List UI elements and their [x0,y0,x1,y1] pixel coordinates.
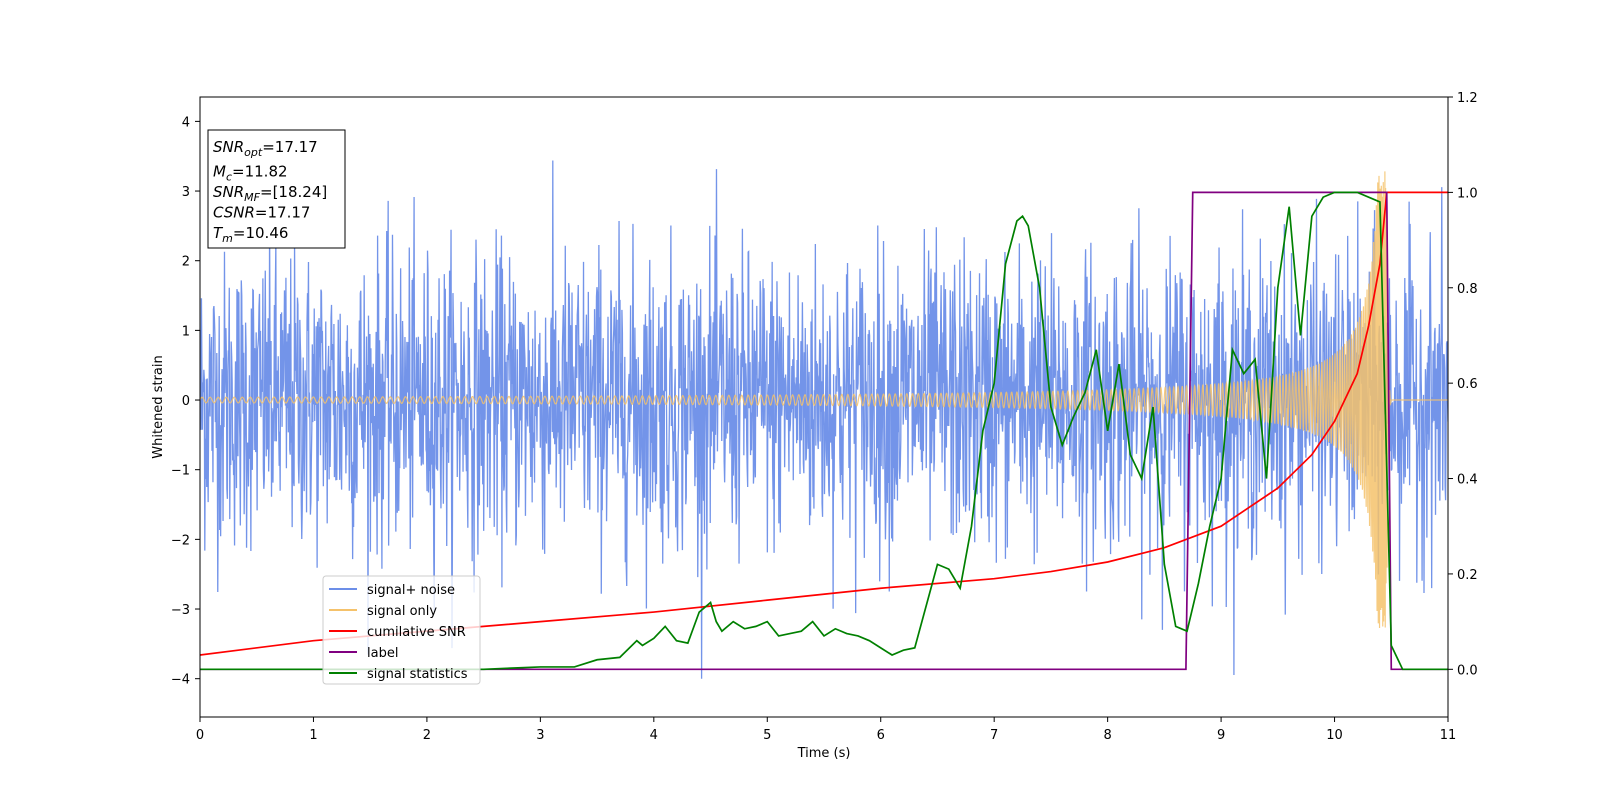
y-left-tick-label: 3 [182,185,190,200]
info-subscript: m [222,232,233,245]
x-tick-label: 3 [536,728,544,743]
x-tick-label: 5 [763,728,771,743]
x-axis-label: Time (s) [797,746,851,761]
y-left-tick-label: −3 [171,603,190,618]
y-left-tick-label: 1 [182,324,190,339]
x-tick-label: 11 [1440,728,1457,743]
y-right-tick-label: 0.8 [1457,282,1478,297]
x-tick-label: 8 [1103,728,1111,743]
y-right-tick-label: 0.2 [1457,568,1478,583]
y-left-tick-label: −2 [171,533,190,548]
legend-label: signal+ noise [367,583,455,598]
x-tick-label: 6 [877,728,885,743]
series-line-label [200,191,1448,671]
info-value: =11.82 [232,163,288,181]
x-tick-label: 2 [423,728,431,743]
info-subscript: c [226,171,232,184]
x-tick-label: 7 [990,728,998,743]
info-value: =[18.24] [260,183,327,201]
info-box-line: Tm=10.46 [213,224,288,245]
y-left-tick-label: −1 [171,464,190,479]
info-symbol: M [213,163,226,181]
info-symbol: SNR [213,183,244,201]
legend: signal+ noise signal only cumilative SNR la… [322,575,481,685]
info-symbol: CSNR [213,204,255,222]
y-right-tick-label: 0.4 [1457,473,1478,488]
x-tick-label: 0 [196,728,204,743]
x-tick-label: 1 [309,728,317,743]
plot-frame [199,96,1449,718]
series-line-signal-noise [200,160,1448,679]
series-line-cumilative-snr [200,191,1448,656]
legend-label: cumilative SNR [367,625,466,640]
info-box-line: SNRopt=17.17 [213,138,318,159]
y-axis-label: Whitened strain [151,355,166,458]
y-right-tick-label: 1.2 [1457,91,1478,106]
info-box-line: CSNR=17.17 [213,204,310,222]
x-tick-label: 10 [1326,728,1343,743]
info-value: =17.17 [255,204,311,222]
info-box-frame [207,129,346,249]
info-subscript: MF [244,191,260,204]
info-symbol: T [213,224,224,242]
y-right-tick-label: 0.6 [1457,377,1478,392]
info-symbol: SNR [213,138,244,156]
legend-label: signal only [367,604,437,619]
legend-frame [322,575,481,685]
legend-label: signal statistics [367,667,468,682]
series-layer [200,160,1448,679]
x-tick-label: 4 [650,728,658,743]
y-left-tick-label: 2 [182,255,190,270]
series-line-signal-only [200,171,1448,629]
axes-layer: 0 1 2 3 4 5 6 7 8 9 10 1143210−1−2−3−40.00.20.40.60… [171,91,1478,743]
info-subscript: opt [244,146,263,159]
y-left-tick-label: 4 [182,115,190,130]
info-value: =10.46 [233,224,289,242]
legend-label: label [367,646,398,661]
y-right-tick-label: 1.0 [1457,186,1478,201]
series-line-signal-statistics [200,191,1448,671]
y-right-tick-label: 0.0 [1457,663,1478,678]
info-box: SNRopt=17.17Mc=11.82SNRMF=[18.24]CSNR=17… [207,129,346,249]
info-box-line: SNRMF=[18.24] [213,183,327,204]
info-box-line: Mc=11.82 [213,163,288,184]
y-left-tick-label: 0 [182,394,190,409]
y-left-tick-label: −4 [171,673,190,688]
info-value: =17.17 [262,138,318,156]
x-tick-label: 9 [1217,728,1225,743]
